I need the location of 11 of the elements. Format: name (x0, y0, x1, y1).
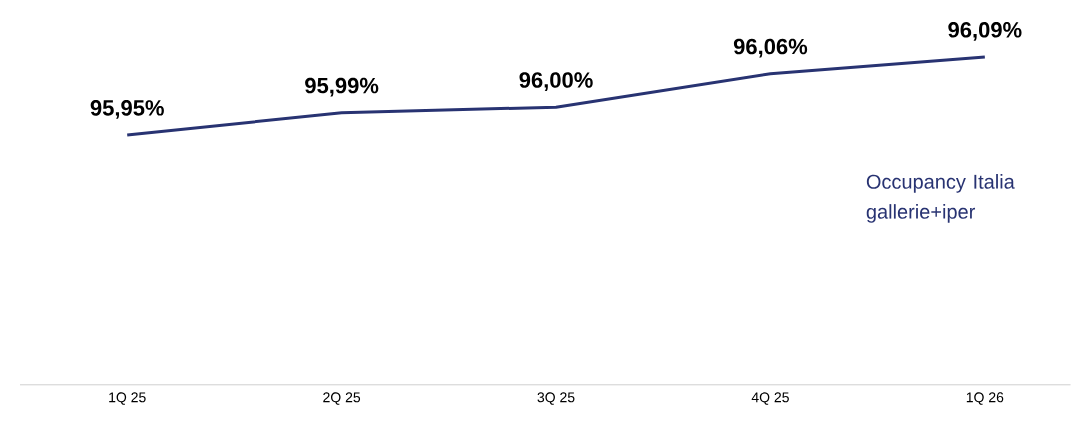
data-label: 96,06% (733, 38, 808, 58)
data-label: 95,95% (90, 100, 164, 119)
x-tick-label: 4Q 25 (751, 392, 789, 405)
text: Occupancy Italia gallerie+iper (866, 174, 1015, 223)
x-tick-label: 3Q 25 (537, 392, 575, 405)
data-label: 96,09% (948, 22, 1022, 41)
x-tick-label: 2Q 25 (323, 392, 361, 405)
data-label: 95,99% (305, 77, 379, 97)
data-label: 96,00% (519, 72, 593, 92)
x-tick-label: 1Q 26 (966, 392, 1004, 405)
x-tick-label: 1Q 25 (109, 392, 146, 405)
